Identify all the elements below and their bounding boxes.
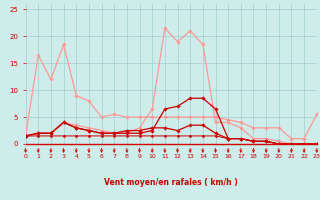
X-axis label: Vent moyen/en rafales ( km/h ): Vent moyen/en rafales ( km/h ) — [104, 178, 238, 187]
